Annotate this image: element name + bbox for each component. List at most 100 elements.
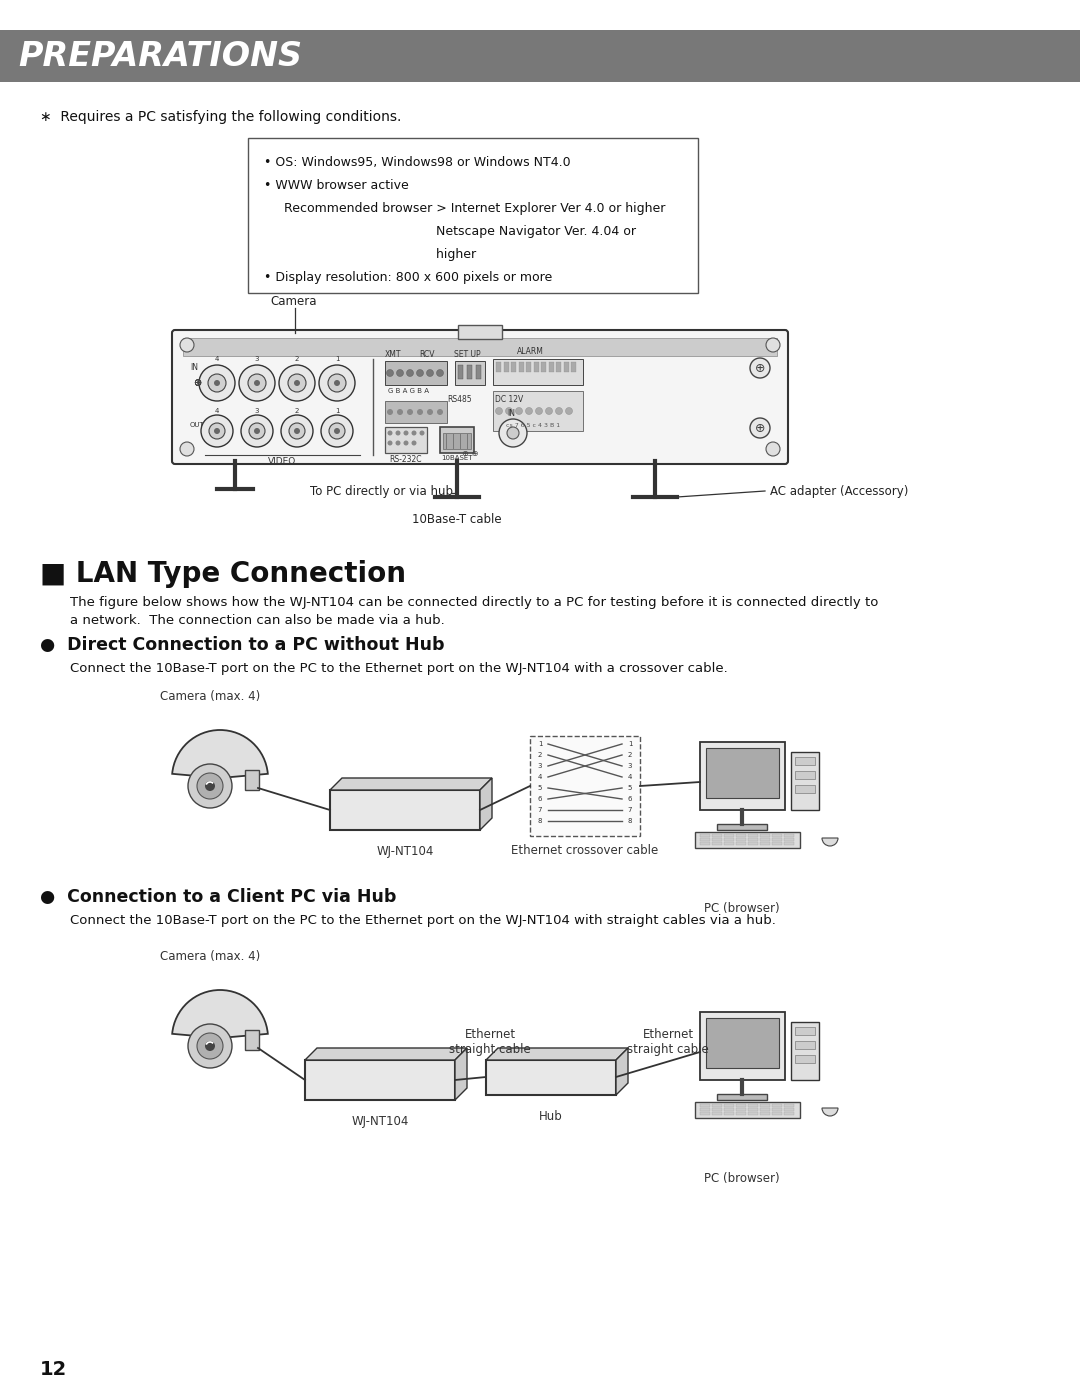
Text: 6: 6 (538, 796, 542, 802)
Bar (760, 834, 770, 837)
Bar (784, 1108, 794, 1111)
Circle shape (188, 1024, 232, 1067)
Wedge shape (822, 1108, 838, 1116)
Text: 1: 1 (538, 740, 542, 747)
Bar (706, 747, 779, 798)
Circle shape (436, 369, 444, 377)
Text: Recommended browser > Internet Explorer Ver 4.0 or higher: Recommended browser > Internet Explorer … (264, 203, 665, 215)
Bar (735, 838, 746, 841)
Circle shape (419, 430, 424, 436)
Bar (772, 1104, 782, 1106)
Circle shape (411, 430, 417, 436)
Bar (760, 842, 770, 845)
Bar (700, 1011, 785, 1080)
Text: Camera (max. 4): Camera (max. 4) (160, 950, 260, 963)
Bar (724, 1112, 734, 1115)
Circle shape (404, 440, 408, 446)
Circle shape (334, 427, 340, 434)
Bar (455, 360, 485, 386)
Bar (458, 326, 502, 339)
Circle shape (180, 338, 194, 352)
Text: ⊕: ⊕ (193, 379, 201, 388)
Polygon shape (305, 1048, 467, 1060)
Circle shape (417, 369, 423, 377)
Bar (772, 842, 782, 845)
Text: Camera: Camera (270, 295, 316, 307)
Bar (784, 842, 794, 845)
Bar (549, 362, 554, 372)
Bar (492, 391, 583, 432)
Bar (712, 1108, 723, 1111)
Bar (530, 736, 640, 835)
Bar (712, 1104, 723, 1106)
Bar (795, 1041, 815, 1049)
Circle shape (507, 427, 519, 439)
Text: Connect the 10Base-T port on the PC to the Ethernet port on the WJ-NT104 with a : Connect the 10Base-T port on the PC to t… (70, 662, 728, 675)
Bar (735, 842, 746, 845)
Bar (772, 834, 782, 837)
Bar (735, 834, 746, 837)
Circle shape (208, 374, 226, 393)
Circle shape (515, 408, 523, 415)
Circle shape (766, 338, 780, 352)
Circle shape (417, 409, 423, 415)
Bar (760, 1104, 770, 1106)
Text: DC 12V: DC 12V (495, 395, 523, 404)
Circle shape (536, 408, 542, 415)
Bar (795, 1027, 815, 1035)
Bar (305, 1060, 455, 1099)
Circle shape (210, 423, 225, 439)
Circle shape (241, 415, 273, 447)
Circle shape (566, 408, 572, 415)
Text: ■ LAN Type Connection: ■ LAN Type Connection (40, 560, 406, 588)
Circle shape (407, 409, 413, 415)
Bar (245, 770, 259, 789)
Text: 4: 4 (215, 356, 219, 362)
Text: higher: higher (264, 249, 476, 261)
Circle shape (505, 408, 513, 415)
Circle shape (249, 423, 265, 439)
Polygon shape (455, 1048, 467, 1099)
Text: • WWW browser active: • WWW browser active (264, 179, 408, 191)
Bar (534, 362, 539, 372)
Bar (384, 427, 427, 453)
Circle shape (205, 781, 215, 791)
Text: ⊕: ⊕ (755, 362, 766, 374)
Text: • Display resolution: 800 x 600 pixels or more: • Display resolution: 800 x 600 pixels o… (264, 271, 552, 284)
Text: XMT: XMT (384, 351, 402, 359)
Text: 3: 3 (538, 763, 542, 768)
Bar (791, 752, 819, 810)
Bar (712, 834, 723, 837)
Bar (795, 757, 815, 766)
Circle shape (328, 374, 346, 393)
Bar (784, 1104, 794, 1106)
Text: OUT: OUT (190, 422, 205, 427)
Bar (760, 1108, 770, 1111)
Bar (724, 1104, 734, 1106)
Text: 2: 2 (538, 752, 542, 759)
Bar (748, 1108, 758, 1111)
Text: 2: 2 (627, 752, 632, 759)
Polygon shape (480, 778, 492, 830)
Text: 4: 4 (627, 774, 632, 780)
Bar (700, 1112, 710, 1115)
Circle shape (294, 380, 300, 386)
Circle shape (294, 427, 300, 434)
Text: ⊕ ⊕: ⊕ ⊕ (461, 448, 478, 458)
Bar (526, 362, 531, 372)
Text: RCV: RCV (419, 351, 435, 359)
Circle shape (289, 423, 305, 439)
Text: 5: 5 (627, 785, 632, 791)
Bar (735, 1104, 746, 1106)
Text: The figure below shows how the WJ-NT104 can be connected directly to a PC for te: The figure below shows how the WJ-NT104 … (70, 597, 878, 609)
Text: 8: 8 (538, 819, 542, 824)
Bar (330, 789, 480, 830)
Text: 7: 7 (538, 807, 542, 813)
Bar (700, 1104, 710, 1106)
Bar (700, 1108, 710, 1111)
Text: IN: IN (507, 409, 515, 418)
Text: WJ-NT104: WJ-NT104 (351, 1115, 408, 1127)
Wedge shape (172, 731, 268, 778)
Text: RS485: RS485 (447, 395, 472, 404)
Text: PC (browser): PC (browser) (704, 1172, 780, 1185)
